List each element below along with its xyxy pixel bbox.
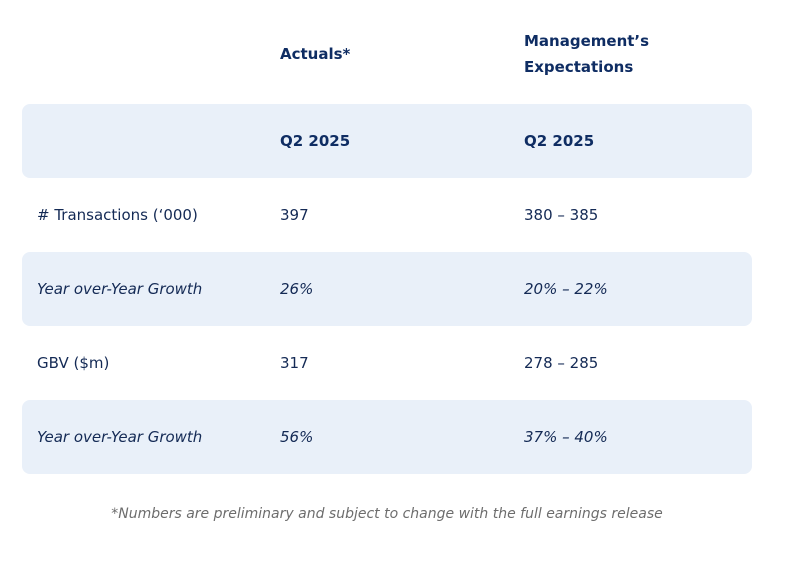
table-row-gbv-growth: Year over-Year Growth 56% 37% – 40% <box>22 400 752 474</box>
table-row-transactions: # Transactions (‘000) 397 380 – 385 <box>22 178 752 252</box>
transactions-actual: 397 <box>280 206 309 224</box>
table-header: Actuals* Management’s Expectations <box>22 26 752 90</box>
footnote: *Numbers are preliminary and subject to … <box>111 506 663 522</box>
transactions-growth-label: Year over-Year Growth <box>37 280 203 298</box>
gbv-expected: 278 – 285 <box>524 354 599 372</box>
gbv-growth-actual: 56% <box>280 428 314 446</box>
gbv-actual: 317 <box>280 354 309 372</box>
transactions-label: # Transactions (‘000) <box>37 206 198 224</box>
transactions-growth-actual: 26% <box>280 280 314 298</box>
period-actual: Q2 2025 <box>280 132 351 150</box>
expectations-header-line2: Expectations <box>524 58 634 76</box>
expectations-header: Management’s Expectations <box>524 28 724 80</box>
period-expected: Q2 2025 <box>524 132 595 150</box>
gbv-label: GBV ($m) <box>37 354 110 372</box>
transactions-expected: 380 – 385 <box>524 206 599 224</box>
table-row-gbv: GBV ($m) 317 278 – 285 <box>22 326 752 400</box>
gbv-growth-label: Year over-Year Growth <box>37 428 203 446</box>
actuals-header: Actuals* <box>280 45 351 63</box>
gbv-growth-expected: 37% – 40% <box>524 428 608 446</box>
period-row: Q2 2025 Q2 2025 <box>22 104 752 178</box>
table-row-transactions-growth: Year over-Year Growth 26% 20% – 22% <box>22 252 752 326</box>
expectations-header-line1: Management’s <box>524 32 650 50</box>
transactions-growth-expected: 20% – 22% <box>524 280 608 298</box>
